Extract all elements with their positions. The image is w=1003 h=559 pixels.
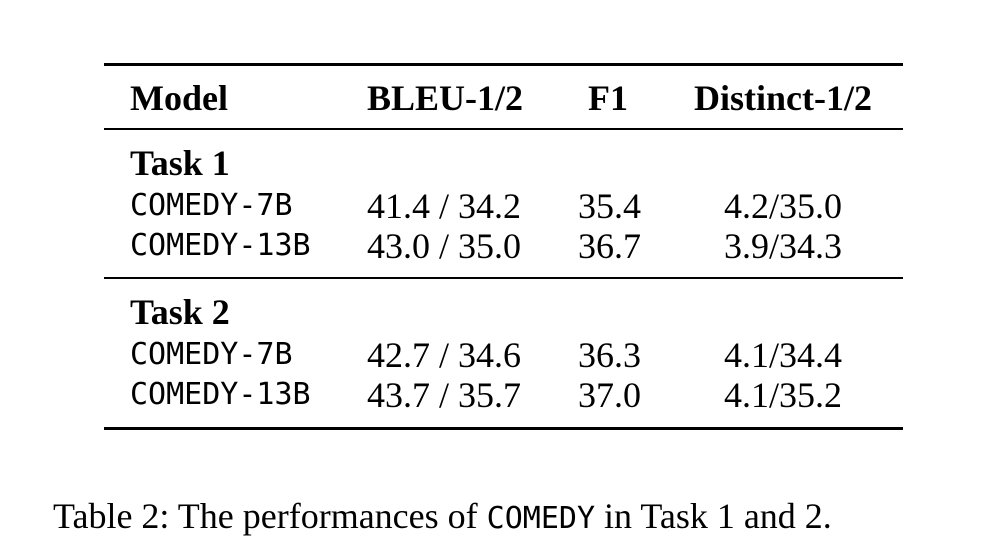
group-rule <box>104 277 903 279</box>
table-caption: Table 2: The performances of COMEDY in T… <box>53 494 832 541</box>
table-row-model: COMEDY-13B <box>130 377 311 412</box>
table-bottom-rule <box>104 427 903 430</box>
table-row-f1: 35.4 <box>578 186 641 226</box>
table-row-bleu: 42.7 / 34.6 <box>367 335 522 375</box>
table-row-distinct: 4.1/35.2 <box>724 375 843 415</box>
caption-model-name: COMEDY <box>486 501 596 536</box>
table-row-distinct: 4.2/35.0 <box>724 186 843 226</box>
table-row-model: COMEDY-13B <box>130 228 311 263</box>
table-row-f1: 36.3 <box>578 335 641 375</box>
header-model: Model <box>130 78 228 118</box>
group-title-task-1: Task 1 <box>130 143 230 183</box>
table-row-distinct: 3.9/34.3 <box>724 226 843 266</box>
table-top-rule <box>104 63 903 66</box>
header-f1: F1 <box>588 78 628 118</box>
header-rule <box>104 128 903 130</box>
table-row-f1: 37.0 <box>578 375 641 415</box>
table-row-model: COMEDY-7B <box>130 188 293 223</box>
caption-suffix: in Task 1 and 2. <box>595 496 832 536</box>
table-row-distinct: 4.1/34.4 <box>724 335 843 375</box>
header-distinct: Distinct-1/2 <box>694 78 872 118</box>
table-row-f1: 36.7 <box>578 226 641 266</box>
caption-prefix: Table 2: The performances of <box>53 496 487 536</box>
group-title-task-2: Task 2 <box>130 292 230 332</box>
table-row-model: COMEDY-7B <box>130 337 293 372</box>
table-row-bleu: 41.4 / 34.2 <box>367 186 522 226</box>
table-row-bleu: 43.0 / 35.0 <box>367 226 522 266</box>
header-bleu: BLEU-1/2 <box>367 78 524 118</box>
table-row-bleu: 43.7 / 35.7 <box>367 375 522 415</box>
